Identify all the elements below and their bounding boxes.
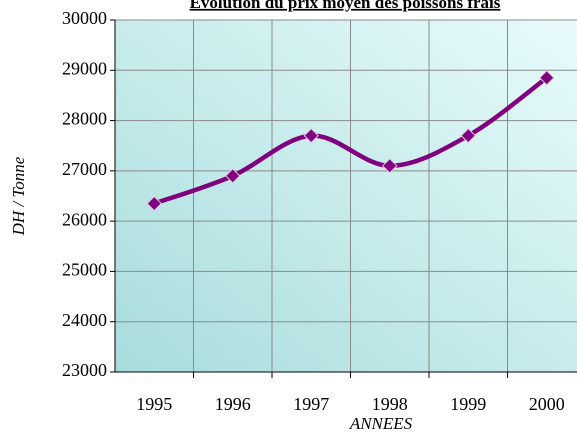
- y-tick-label: 27000: [62, 159, 107, 179]
- data-point: [146, 195, 162, 212]
- data-point: [225, 168, 241, 184]
- x-tick-label: 1995: [136, 394, 172, 414]
- data-point: [303, 127, 319, 144]
- x-tick-label: 2000: [529, 394, 565, 414]
- plot-area: [115, 20, 577, 372]
- y-axis-title: DH / Tonne: [9, 156, 28, 236]
- y-tick-label: 26000: [62, 209, 107, 229]
- y-tick-label: 23000: [62, 360, 107, 380]
- series-line: [153, 76, 549, 206]
- x-tick-label: 1998: [372, 394, 408, 414]
- chart-title: Evolution du prix moyen des poissons fra…: [190, 0, 501, 12]
- data-point: [539, 70, 555, 86]
- y-tick-label: 30000: [62, 8, 107, 28]
- x-tick-label: 1999: [450, 394, 486, 414]
- x-axis-title: ANNEES: [349, 414, 413, 433]
- x-tick-label: 1996: [215, 394, 251, 414]
- grid: [110, 19, 577, 378]
- y-tick-label: 24000: [62, 310, 107, 330]
- y-tick-label: 29000: [62, 58, 107, 78]
- marks: [146, 70, 555, 212]
- y-tick-label: 25000: [62, 260, 107, 280]
- x-tick-label: 1997: [293, 394, 329, 414]
- data-point: [382, 158, 398, 174]
- data-point: [460, 127, 476, 144]
- y-tick-label: 28000: [62, 109, 107, 129]
